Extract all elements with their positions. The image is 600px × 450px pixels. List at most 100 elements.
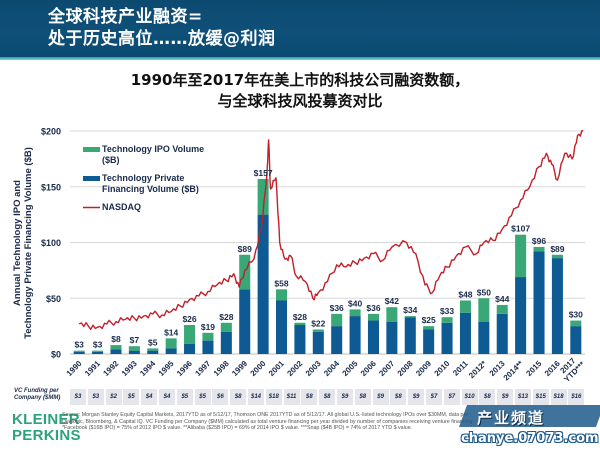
logo-line1: KLEINER: [12, 411, 80, 428]
bar-value-label: $96: [532, 236, 546, 246]
legend-item: NASDAQ: [83, 202, 141, 212]
bar-value-label: $3: [93, 340, 103, 350]
x-tick-label: 2015: [524, 359, 543, 378]
bar-ipo-segment: [386, 307, 398, 322]
bar-private-segment: [220, 331, 232, 354]
x-tick-label: 2005: [341, 359, 360, 378]
bar-private-segment: [257, 214, 269, 354]
watermark-text: 产业频道: [477, 409, 546, 427]
bar-value-label: $40: [348, 298, 362, 308]
svg-text:$50: $50: [46, 294, 61, 304]
bar-private-segment: [349, 316, 361, 354]
bar-value-label: $28: [293, 312, 307, 322]
vc-funding-cell: $8: [390, 389, 407, 405]
header-accent-stripe: [0, 57, 600, 60]
bar-private-segment: [404, 317, 416, 354]
x-tick-label: 1991: [83, 359, 102, 378]
watermark: 产业频道 chanye.07073.com: [455, 405, 600, 450]
bar-2016: [551, 254, 563, 354]
bar-1990: [73, 350, 85, 354]
bar-ipo-segment: [423, 326, 435, 330]
bar-private-segment: [276, 300, 288, 354]
vc-funding-label-line1: VC Funding per: [14, 388, 59, 394]
bar-private-segment: [184, 343, 196, 354]
x-tick-label: 2014**: [502, 358, 526, 382]
bar-private-segment: [478, 321, 490, 354]
vc-funding-cell: $7: [443, 389, 460, 405]
vc-funding-cell: $8: [479, 389, 496, 405]
bar-value-label: $107: [511, 224, 530, 234]
svg-text:$150: $150: [41, 182, 61, 192]
x-tick-label: 1999: [230, 359, 249, 378]
bar-private-segment: [92, 351, 104, 354]
bar-value-label: $34: [403, 305, 417, 315]
vc-funding-cell: $15: [532, 389, 549, 405]
x-tick-label: 1998: [212, 359, 231, 378]
bar-ipo-segment: [128, 346, 140, 351]
x-tick-label: 2010: [433, 359, 452, 378]
bar-ipo-segment: [515, 234, 527, 278]
slide-header: 全球科技产业融资= 处于历史高位……放缓@利润: [0, 0, 600, 57]
bar-private-segment: [312, 331, 324, 354]
nasdaq-line: [78, 130, 584, 330]
bar-private-segment: [386, 321, 398, 354]
vc-funding-cell: $9: [372, 389, 389, 405]
vc-funding-cell: $9: [337, 389, 353, 405]
bar-private-segment: [441, 322, 453, 354]
bar-value-label: $58: [274, 278, 288, 288]
bar-ipo-segment: [331, 313, 343, 327]
vc-funding-cell: $11: [283, 389, 300, 405]
svg-text:$100: $100: [41, 238, 61, 248]
bar-private-segment: [165, 348, 177, 354]
stacked-bar-chart: Annual Technology IPO andTechnology Priv…: [12, 127, 587, 385]
bar-private-segment: [533, 251, 545, 354]
vc-funding-cell: $3: [70, 389, 86, 405]
bar-ipo-segment: [533, 246, 545, 252]
bar-private-segment: [128, 350, 140, 354]
watermark-url: chanye.07073.com: [461, 431, 599, 446]
vc-funding-cell: $10: [461, 389, 478, 405]
bar-ipo-segment: [257, 178, 269, 215]
source-text: Source: Morgan Stanley Equity Capital Ma…: [62, 412, 474, 425]
bar-ipo-segment: [312, 329, 324, 332]
bar-1996: [184, 325, 196, 354]
chart-title-line1: 1990年至2017年在美上市的科技公司融资数额，: [130, 71, 470, 89]
source-footnote: Source: Morgan Stanley Equity Capital Ma…: [62, 412, 482, 432]
y-axis-title: Annual Technology IPO andTechnology Priv…: [12, 147, 34, 339]
bar-ipo-segment: [165, 338, 177, 349]
bar-ipo-segment: [367, 313, 379, 321]
bar-2012*: [478, 298, 490, 354]
bar-1997: [202, 332, 214, 354]
bar-value-label: $30: [569, 310, 583, 320]
vc-funding-label: VC Funding per Company ($MM): [14, 388, 68, 402]
x-tick-label: 1990: [65, 359, 84, 378]
svg-text:$200: $200: [41, 127, 61, 137]
chart-legend: Technology IPO Volume ($B) Technology Priv…: [83, 144, 204, 212]
bar-value-label: $14: [164, 327, 178, 337]
logo-line2: PERKINS: [12, 427, 81, 444]
y-axis-ticks: $0 $50 $100 $150 $200: [41, 127, 61, 360]
bar-2008: [404, 316, 416, 354]
bar-value-label: $50: [477, 287, 491, 297]
x-tick-label: 1995: [157, 359, 176, 378]
vc-funding-cell: $8: [319, 389, 336, 405]
bar-2009: [423, 326, 435, 354]
svg-text:Technology IPO Volume($B): Technology IPO Volume ($B): [102, 144, 204, 165]
slide-title-line1: 全球科技产业融资=: [48, 7, 203, 27]
bar-private-segment: [459, 312, 471, 354]
x-tick-label: 2000: [249, 359, 268, 378]
bar-value-label: $25: [422, 315, 436, 325]
bar-value-label: $33: [440, 306, 454, 316]
bar-value-label: $8: [111, 334, 121, 344]
bar-private-segment: [73, 351, 85, 354]
bar-ipo-segment: [147, 348, 159, 351]
legend-swatch: [83, 147, 100, 152]
bar-2005: [349, 309, 361, 354]
bar-ipo-segment: [551, 254, 563, 259]
x-tick-label: 1996: [175, 359, 194, 378]
bar-private-segment: [331, 326, 343, 354]
bar-2007: [386, 307, 398, 354]
bar-value-label: $19: [201, 322, 215, 332]
vc-funding-cell: $8: [301, 389, 318, 405]
bar-2015: [533, 246, 545, 354]
